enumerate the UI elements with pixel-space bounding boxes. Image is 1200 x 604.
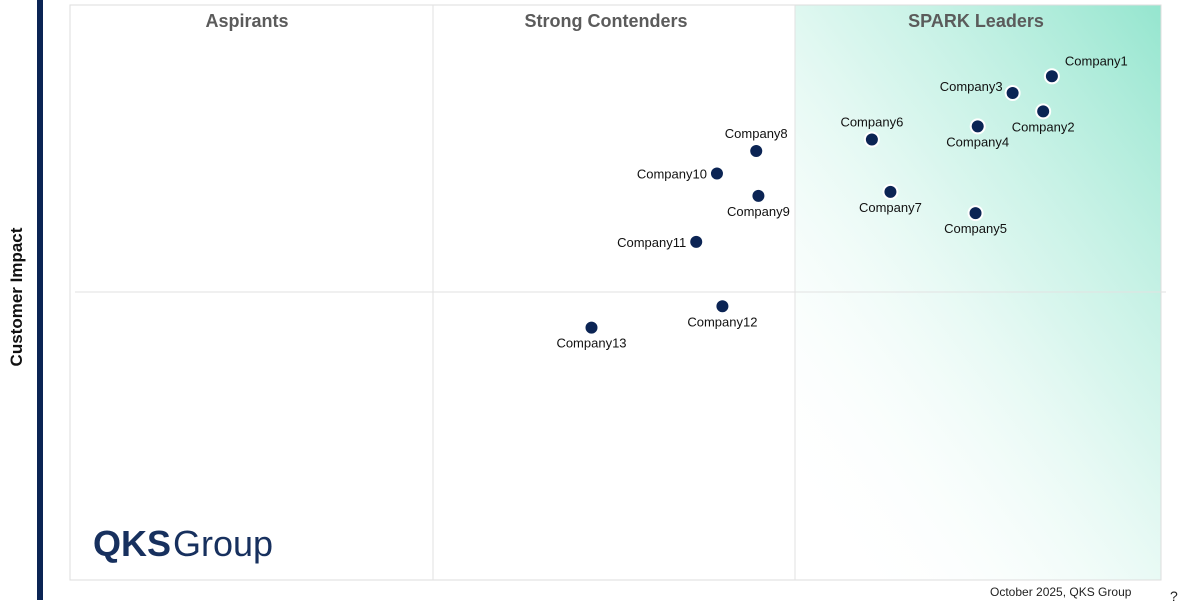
- point-company7[interactable]: [883, 185, 897, 199]
- corner-mark: ?: [1170, 588, 1178, 604]
- label-company4: Company4: [946, 134, 1009, 149]
- label-company12: Company12: [687, 314, 757, 329]
- label-company1: Company1: [1065, 53, 1128, 68]
- label-company3: Company3: [940, 79, 1003, 94]
- footer-note: October 2025, QKS Group: [990, 585, 1131, 599]
- qks-group-logo: QKSGroup: [93, 522, 273, 566]
- point-company3[interactable]: [1006, 86, 1020, 100]
- quadrant-title-aspirants: Aspirants: [205, 11, 288, 31]
- point-company1[interactable]: [1045, 69, 1059, 83]
- label-company8: Company8: [725, 126, 788, 141]
- label-company7: Company7: [859, 200, 922, 215]
- quadrant-title-spark-leaders: SPARK Leaders: [908, 11, 1044, 31]
- point-company6[interactable]: [865, 133, 879, 147]
- point-company13[interactable]: [584, 321, 598, 335]
- quadrant-chart: Aspirants Strong Contenders SPARK Leader…: [0, 0, 1200, 600]
- label-company9: Company9: [727, 204, 790, 219]
- point-company11[interactable]: [689, 235, 703, 249]
- logo-qks-text: QKS: [93, 523, 171, 564]
- logo-group-text: Group: [173, 523, 273, 564]
- point-company4[interactable]: [971, 119, 985, 133]
- point-company5[interactable]: [969, 206, 983, 220]
- point-company12[interactable]: [715, 299, 729, 313]
- label-company13: Company13: [556, 336, 626, 351]
- quadrant-title-strong-contenders: Strong Contenders: [524, 11, 687, 31]
- label-company6: Company6: [840, 115, 903, 130]
- label-company5: Company5: [944, 221, 1007, 236]
- point-company9[interactable]: [751, 189, 765, 203]
- point-company8[interactable]: [749, 144, 763, 158]
- label-company2: Company2: [1012, 119, 1075, 134]
- label-company11: Company11: [617, 235, 686, 250]
- point-company2[interactable]: [1036, 104, 1050, 118]
- point-company10[interactable]: [710, 166, 724, 180]
- label-company10: Company10: [637, 166, 707, 181]
